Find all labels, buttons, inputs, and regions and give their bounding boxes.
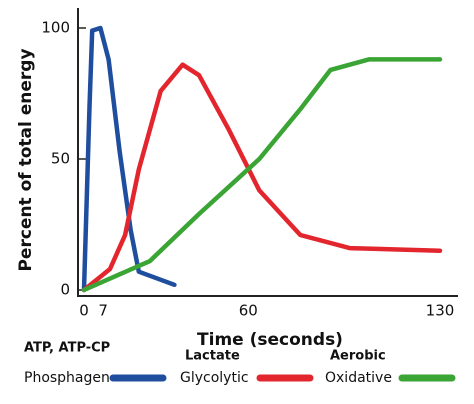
x-tick-label: 130 — [426, 302, 455, 320]
x-tick-label: 0 — [79, 302, 89, 320]
x-tick-label: 7 — [98, 302, 108, 320]
x-tick-label: 60 — [239, 302, 258, 320]
legend-label: Phosphagen — [24, 370, 110, 386]
series-line — [81, 62, 443, 293]
x-axis-title: Time (seconds) — [197, 330, 343, 350]
series-line — [81, 25, 177, 293]
legend-header: Aerobic — [330, 349, 386, 364]
y-tick-label: 50 — [51, 150, 70, 168]
legend-label: Glycolytic — [180, 370, 249, 386]
legend-header: Lactate — [185, 349, 240, 364]
series-line — [81, 57, 443, 293]
y-tick-label: 0 — [60, 281, 70, 299]
y-tick-label: 100 — [41, 19, 70, 37]
legend-header: ATP, ATP-CP — [24, 341, 110, 356]
legend-label: Oxidative — [325, 370, 392, 386]
y-axis-title: Percent of total energy — [16, 48, 36, 271]
